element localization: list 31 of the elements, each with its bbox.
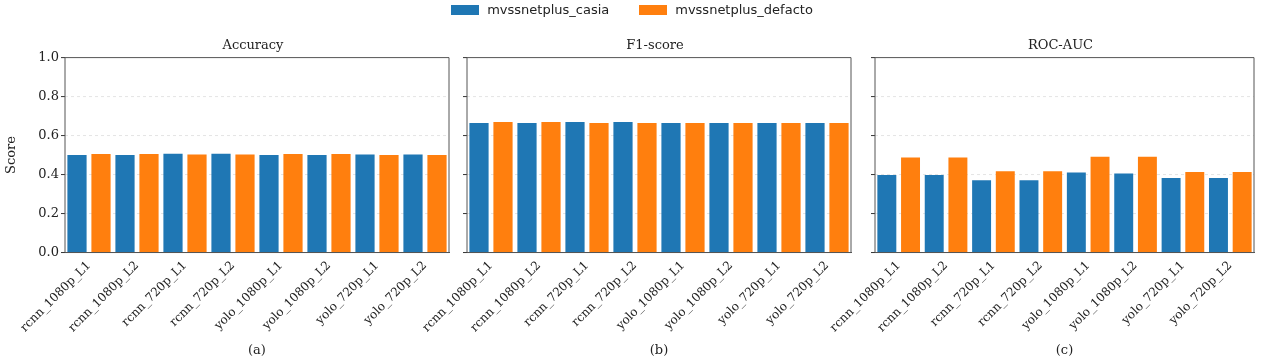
bar	[1161, 177, 1181, 253]
bar	[877, 174, 897, 253]
text: (b)	[649, 341, 669, 357]
bar	[1019, 180, 1039, 253]
bar	[901, 157, 921, 253]
bar	[972, 180, 992, 253]
chart-title: F1-score	[626, 37, 684, 53]
bar	[1066, 172, 1086, 253]
chart-title: ROC-AUC	[1027, 37, 1094, 53]
bar	[1208, 177, 1228, 253]
y-tick-label: 0.4	[38, 165, 59, 181]
bar	[1185, 172, 1205, 253]
y-axis-title: Score	[3, 135, 19, 175]
text: (a)	[248, 341, 266, 357]
bar	[1114, 173, 1134, 253]
bar	[1090, 156, 1110, 253]
y-tick-label: 0.2	[38, 204, 59, 220]
bar	[1232, 172, 1252, 253]
y-tick-label: 0.0	[38, 243, 59, 259]
bar	[924, 174, 944, 253]
legend-label: mvssnetplus_casia	[487, 2, 610, 17]
chart-title: Accuracy	[221, 37, 285, 53]
y-tick-label: 0.8	[38, 87, 59, 103]
y-tick-label: 0.6	[38, 126, 59, 142]
text: (c)	[1055, 341, 1074, 357]
y-tick-label: 1.0	[38, 48, 59, 64]
bar	[948, 157, 968, 253]
legend-label: mvssnetplus_defacto	[675, 2, 813, 17]
bar	[995, 171, 1015, 253]
bar	[1043, 171, 1063, 253]
bar	[1137, 156, 1157, 253]
